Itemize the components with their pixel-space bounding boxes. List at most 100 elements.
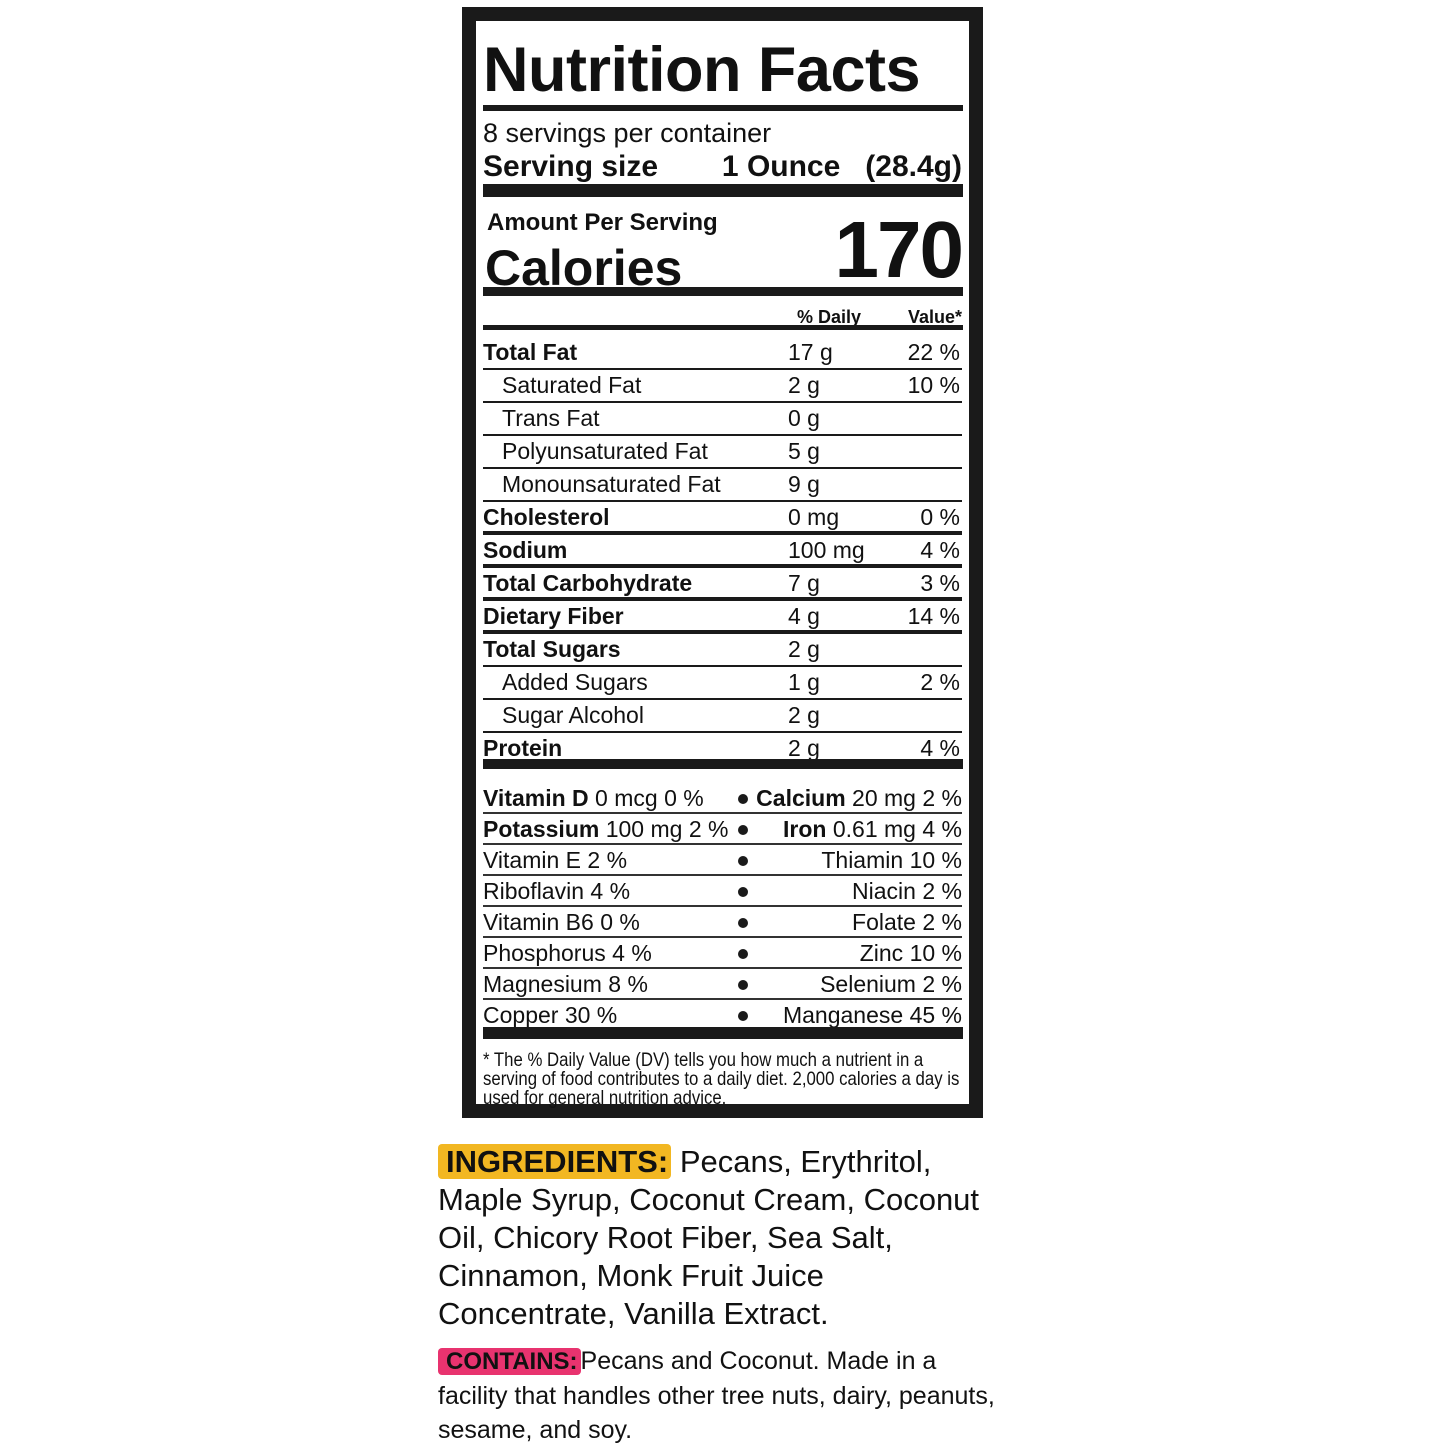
- nutrient-name: Total Fat: [483, 339, 578, 365]
- vitamin-left: Magnesium 8 %: [483, 969, 648, 999]
- vitamin-right: Manganese 45 %: [783, 1000, 962, 1030]
- vitamin-left: Phosphorus 4 %: [483, 938, 652, 968]
- nutrient-amount: 7 g: [788, 570, 820, 596]
- nutrient-name: Total Carbohydrate: [483, 570, 693, 596]
- divider: [483, 105, 963, 111]
- bullet-icon: [738, 825, 748, 835]
- allergen-statement: CONTAINS: Pecans and Coconut. Made in a f…: [438, 1344, 998, 1447]
- nutrient-amount: 100 mg: [788, 537, 865, 563]
- bullet-icon: [738, 980, 748, 990]
- calories-value: 170: [834, 205, 964, 294]
- nutrient-table: Total Fat 17 g 22 % Saturated Fat 2 g 10 % Tra…: [483, 337, 962, 766]
- thick-divider: [483, 759, 963, 769]
- vitamin-name: Calcium: [756, 785, 846, 811]
- label-title: Nutrition Facts: [483, 35, 921, 105]
- vitamin-name: Thiamin: [821, 847, 904, 873]
- nutrient-dv: 22 %: [907, 339, 960, 365]
- vitamin-right: Zinc 10 %: [860, 938, 962, 968]
- vitamin-row: Vitamin B6 0 % Folate 2 %: [483, 907, 962, 938]
- divider: [483, 325, 963, 330]
- calories-label: Calories: [485, 240, 683, 296]
- vitamin-name: Vitamin B6: [483, 909, 594, 935]
- nutrient-dv: 4 %: [920, 735, 960, 761]
- contains-text: Pecans and Coconut. Made in a facility t…: [438, 1347, 995, 1444]
- serving-size-label: Serving size: [483, 150, 659, 183]
- nutrient-row: Cholesterol 0 mg 0 %: [483, 502, 962, 535]
- nutrient-row: Trans Fat 0 g: [483, 403, 962, 436]
- bullet-icon: [738, 856, 748, 866]
- servings-per-container: 8 servings per container: [483, 118, 772, 148]
- vitamin-left: Copper 30 %: [483, 1000, 617, 1030]
- daily-value-header: % Daily Value*: [483, 307, 962, 331]
- nutrient-row: Polyunsaturated Fat 5 g: [483, 436, 962, 469]
- nutrient-row: Added Sugars 1 g 2 %: [483, 667, 962, 700]
- bullet-icon: [738, 949, 748, 959]
- nutrient-amount: 4 g: [788, 603, 820, 629]
- vitamin-right: Iron 0.61 mg 4 %: [783, 814, 962, 844]
- vitamin-value: 2 %: [922, 971, 962, 997]
- nutrient-amount: 17 g: [788, 339, 833, 365]
- vitamin-name: Magnesium: [483, 971, 602, 997]
- nutrient-name: Trans Fat: [502, 405, 600, 431]
- vitamin-name: Potassium: [483, 816, 600, 842]
- nutrient-dv: 2 %: [920, 669, 960, 695]
- nutrition-facts-label: Nutrition Facts 8 servings per container…: [462, 7, 983, 1118]
- vitamin-table: Vitamin D 0 mcg 0 % Calcium 20 mg 2 % Pota…: [483, 783, 962, 1031]
- nutrient-amount: 2 g: [788, 372, 820, 398]
- nutrient-name: Sodium: [483, 537, 568, 563]
- nutrient-name: Total Sugars: [483, 636, 621, 662]
- vitamin-value: 0.61 mg 4 %: [832, 816, 962, 842]
- vitamin-left: Vitamin D 0 mcg 0 %: [483, 783, 704, 813]
- nutrient-amount: 5 g: [788, 438, 820, 464]
- vitamin-value: 2 %: [922, 878, 962, 904]
- vitamin-name: Copper: [483, 1002, 559, 1028]
- nutrient-amount: 2 g: [788, 702, 820, 728]
- nutrient-row: Saturated Fat 2 g 10 %: [483, 370, 962, 403]
- bullet-icon: [738, 794, 748, 804]
- nutrient-amount: 0 g: [788, 405, 820, 431]
- vitamin-value: 20 mg 2 %: [852, 785, 962, 811]
- vitamin-right: Selenium 2 %: [820, 969, 962, 999]
- vitamin-value: 4 %: [590, 878, 631, 904]
- vitamin-name: Manganese: [782, 1002, 904, 1028]
- nutrient-amount: 1 g: [788, 669, 820, 695]
- vitamin-row: Potassium 100 mg 2 % Iron 0.61 mg 4 %: [483, 814, 962, 845]
- vitamin-value: 10 %: [909, 847, 962, 873]
- vitamin-value: 100 mg 2 %: [605, 816, 729, 842]
- nutrient-dv: 4 %: [920, 537, 960, 563]
- nutrient-dv: 0 %: [920, 504, 960, 530]
- bullet-icon: [738, 1011, 748, 1021]
- vitamin-value: 0 %: [600, 909, 640, 935]
- nutrient-row: Total Carbohydrate 7 g 3 %: [483, 568, 962, 601]
- footnote: * The % Daily Value (DV) tells you how m…: [483, 1049, 960, 1109]
- vitamin-name: Vitamin E: [483, 847, 582, 873]
- vitamin-row: Phosphorus 4 % Zinc 10 %: [483, 938, 962, 969]
- vitamin-right: Thiamin 10 %: [821, 845, 962, 875]
- vitamin-name: Vitamin D: [483, 785, 589, 811]
- dv-header-1: % Daily: [797, 307, 862, 327]
- nutrient-row: Sugar Alcohol 2 g: [483, 700, 962, 733]
- vitamin-name: Zinc: [859, 940, 904, 966]
- vitamin-row: Riboflavin 4 % Niacin 2 %: [483, 876, 962, 907]
- nutrient-name: Added Sugars: [502, 669, 648, 695]
- vitamin-row: Copper 30 % Manganese 45 %: [483, 1000, 962, 1031]
- nutrient-amount: 9 g: [788, 471, 820, 497]
- nutrient-row: Total Fat 17 g 22 %: [483, 337, 962, 370]
- nutrient-name: Dietary Fiber: [483, 603, 624, 629]
- vitamin-value: 30 %: [564, 1002, 618, 1028]
- vitamin-left: Vitamin B6 0 %: [483, 907, 640, 937]
- ingredients-text: Pecans, Erythritol, Maple Syrup, Coconut…: [438, 1144, 980, 1331]
- ingredients: INGREDIENTS: Pecans, Erythritol, Maple S…: [438, 1143, 1008, 1333]
- thick-divider: [483, 184, 963, 197]
- nutrient-name: Polyunsaturated Fat: [502, 438, 708, 464]
- vitamin-row: Vitamin D 0 mcg 0 % Calcium 20 mg 2 %: [483, 783, 962, 814]
- vitamin-value: 2 %: [587, 847, 628, 873]
- vitamin-value: 0 mcg 0 %: [595, 785, 704, 811]
- bullet-icon: [738, 918, 748, 928]
- vitamin-right: Niacin 2 %: [852, 876, 962, 906]
- vitamin-value: 45 %: [909, 1002, 962, 1028]
- nutrient-name: Cholesterol: [483, 504, 610, 530]
- nutrient-dv: 10 %: [907, 372, 960, 398]
- vitamin-row: Vitamin E 2 % Thiamin 10 %: [483, 845, 962, 876]
- vitamin-name: Niacin: [852, 878, 916, 904]
